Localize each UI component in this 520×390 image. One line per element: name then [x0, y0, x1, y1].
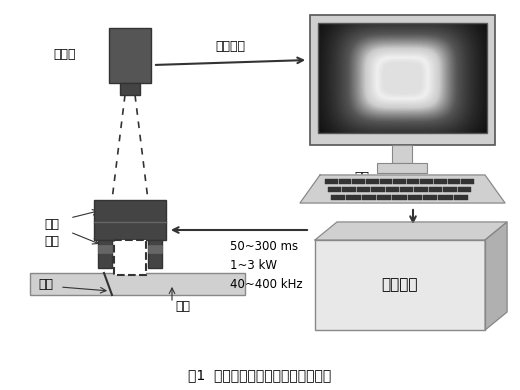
Text: 磁轭
探头: 磁轭 探头 [45, 218, 59, 248]
FancyBboxPatch shape [98, 245, 112, 253]
FancyBboxPatch shape [377, 195, 392, 200]
FancyBboxPatch shape [352, 179, 365, 184]
FancyBboxPatch shape [423, 195, 437, 200]
FancyBboxPatch shape [400, 187, 413, 192]
FancyBboxPatch shape [392, 145, 412, 163]
FancyBboxPatch shape [328, 187, 342, 192]
FancyBboxPatch shape [386, 187, 399, 192]
Text: 热像仪: 热像仪 [54, 48, 76, 62]
Text: 50~300 ms
1~3 kW
40~400 kHz: 50~300 ms 1~3 kW 40~400 kHz [230, 240, 303, 291]
FancyBboxPatch shape [421, 179, 433, 184]
FancyBboxPatch shape [331, 195, 345, 200]
FancyBboxPatch shape [380, 179, 392, 184]
Text: 裂纹: 裂纹 [38, 278, 53, 291]
Text: 图1  脉冲涡流热成像检测系统示意图: 图1 脉冲涡流热成像检测系统示意图 [188, 368, 332, 382]
FancyBboxPatch shape [461, 179, 474, 184]
FancyBboxPatch shape [315, 240, 485, 330]
FancyBboxPatch shape [148, 245, 162, 253]
FancyBboxPatch shape [362, 195, 376, 200]
Text: 试样: 试样 [175, 301, 190, 314]
FancyBboxPatch shape [94, 200, 166, 240]
FancyBboxPatch shape [448, 179, 460, 184]
Text: 电脑: 电脑 [355, 171, 370, 184]
FancyBboxPatch shape [325, 179, 337, 184]
FancyBboxPatch shape [429, 187, 442, 192]
Text: 热图数据: 热图数据 [215, 40, 245, 53]
Polygon shape [300, 175, 505, 203]
FancyBboxPatch shape [393, 179, 406, 184]
FancyBboxPatch shape [339, 179, 352, 184]
FancyBboxPatch shape [346, 195, 361, 200]
FancyBboxPatch shape [114, 240, 146, 275]
FancyBboxPatch shape [414, 187, 428, 192]
FancyBboxPatch shape [408, 195, 422, 200]
FancyBboxPatch shape [366, 179, 379, 184]
FancyBboxPatch shape [30, 273, 245, 295]
FancyBboxPatch shape [357, 187, 370, 192]
FancyBboxPatch shape [371, 187, 385, 192]
Text: 激励电源: 激励电源 [382, 278, 418, 292]
FancyBboxPatch shape [98, 240, 112, 268]
FancyBboxPatch shape [453, 195, 468, 200]
FancyBboxPatch shape [443, 187, 457, 192]
FancyBboxPatch shape [148, 240, 162, 268]
FancyBboxPatch shape [120, 83, 140, 95]
FancyBboxPatch shape [342, 187, 356, 192]
Polygon shape [485, 222, 507, 330]
FancyBboxPatch shape [458, 187, 471, 192]
FancyBboxPatch shape [392, 195, 407, 200]
FancyBboxPatch shape [434, 179, 447, 184]
FancyBboxPatch shape [377, 163, 427, 173]
Polygon shape [315, 222, 507, 240]
FancyBboxPatch shape [109, 28, 151, 83]
FancyBboxPatch shape [438, 195, 453, 200]
FancyBboxPatch shape [310, 15, 495, 145]
FancyBboxPatch shape [407, 179, 420, 184]
